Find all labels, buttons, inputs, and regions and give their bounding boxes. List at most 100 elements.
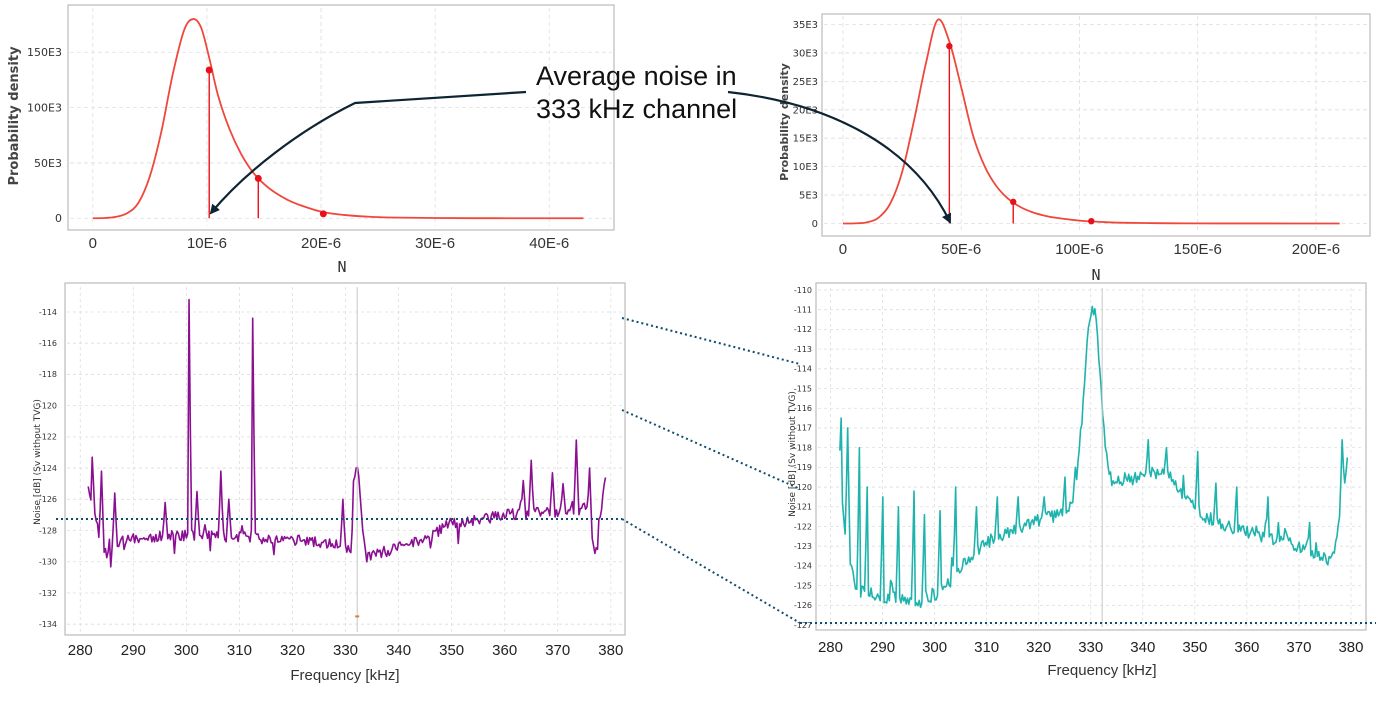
y-axis-label: Probability density <box>7 46 22 186</box>
y-tick-label: -132 <box>39 589 57 598</box>
y-tick-label: 50E3 <box>34 157 62 170</box>
x-tick-label: 380 <box>598 642 623 659</box>
y-tick-label: -113 <box>794 345 812 354</box>
x-tick-label: 360 <box>492 642 517 659</box>
x-tick-label: 0 <box>89 235 97 252</box>
x-tick-label: 100E-6 <box>1055 241 1103 258</box>
y-tick-label: -126 <box>39 495 57 504</box>
y-tick-label: 30E3 <box>793 48 818 59</box>
y-tick-label: -116 <box>794 404 812 413</box>
y-tick-label: -114 <box>39 308 57 317</box>
zoom-connector-bottom <box>621 518 801 624</box>
percentile-marker <box>254 174 262 182</box>
y-tick-label: -110 <box>794 286 812 295</box>
overlays <box>56 90 1376 624</box>
y-tick-label: 0 <box>55 212 62 225</box>
x-tick-label: 200E-6 <box>1292 241 1340 258</box>
annotation-line-1: Average noise in <box>536 61 737 91</box>
chart-noise-left: 280 290 300 310 320 330 340 350 360 370 380 -114 -11… <box>33 282 626 684</box>
y-tick-label: -120 <box>39 401 57 410</box>
y-tick-label: 10E3 <box>793 162 818 173</box>
pdf-curve <box>842 18 1340 225</box>
x-tick-label: 50E-6 <box>941 241 981 258</box>
plot-frame <box>64 282 626 636</box>
x-tick-label: 290 <box>121 642 146 659</box>
annotation-arrow-right <box>727 90 951 224</box>
x-tick-label: 350 <box>439 642 464 659</box>
y-tick-label: 150E3 <box>27 46 62 59</box>
y-tick-label: -118 <box>794 443 812 452</box>
y-tick-label: 25E3 <box>793 77 818 88</box>
percentile-marker <box>319 210 327 218</box>
zoom-connector-middle <box>621 409 801 490</box>
y-tick-label: -118 <box>39 370 57 379</box>
x-tick-label: 320 <box>280 642 305 659</box>
y-tick-label: -122 <box>39 433 57 442</box>
x-tick-label: 340 <box>1130 639 1155 656</box>
chart-noise-right: 280 290 300 310 320 330 340 350 360 370 380 -110 -11… <box>788 282 1367 679</box>
x-tick-label: 380 <box>1338 639 1363 656</box>
x-tick-label: 310 <box>974 639 999 656</box>
y-tick-label: -126 <box>794 601 812 610</box>
x-tick-label: 10E-6 <box>187 235 227 252</box>
noise-trace <box>87 298 607 568</box>
y-tick-label: 0 <box>812 219 818 230</box>
y-tick-label: -119 <box>794 463 812 472</box>
y-tick-label: -124 <box>39 464 57 473</box>
plot-frame <box>821 13 1371 237</box>
x-tick-label: 330 <box>1078 639 1103 656</box>
x-tick-label: 150E-6 <box>1174 241 1222 258</box>
x-axis-label: Frequency [kHz] <box>1047 662 1156 679</box>
y-tick-label: 35E3 <box>793 20 818 31</box>
annotation-label: Average noise in 333 kHz channel <box>536 60 737 126</box>
y-tick-label: 100E3 <box>27 101 62 114</box>
y-tick-label: -122 <box>794 522 812 531</box>
y-tick-label: 15E3 <box>793 134 818 145</box>
y-tick-label: -123 <box>794 542 812 551</box>
y-tick-label: -120 <box>794 483 812 492</box>
y-tick-label: -111 <box>794 305 812 314</box>
y-tick-label: -121 <box>794 503 812 512</box>
annotation-line-2: 333 kHz channel <box>536 94 738 124</box>
x-tick-label: 370 <box>1286 639 1311 656</box>
y-tick-label: -114 <box>794 365 812 374</box>
x-axis-label: N <box>1091 266 1100 284</box>
percentile-marker <box>1010 198 1017 206</box>
x-tick-label: 330 <box>333 642 358 659</box>
y-tick-label: 20E3 <box>793 105 818 116</box>
x-tick-label: 320 <box>1026 639 1051 656</box>
percentile-marker <box>946 42 953 50</box>
annotation-arrow-left <box>209 90 527 215</box>
x-tick-label: 280 <box>818 639 843 656</box>
x-tick-label: 290 <box>870 639 895 656</box>
zoom-connector-top <box>621 317 801 365</box>
y-tick-label: -124 <box>794 562 812 571</box>
y-axis-label: Probability density <box>778 63 791 181</box>
x-tick-label: 300 <box>174 642 199 659</box>
percentile-marker <box>1088 218 1095 225</box>
x-tick-label: 370 <box>545 642 570 659</box>
x-tick-label: 0 <box>839 241 847 258</box>
x-tick-label: 30E-6 <box>415 235 455 252</box>
y-tick-label: -115 <box>794 384 812 393</box>
x-axis-label: N <box>337 258 346 276</box>
y-tick-label: -130 <box>39 558 57 567</box>
x-tick-label: 340 <box>386 642 411 659</box>
x-axis-label: Frequency [kHz] <box>290 667 399 684</box>
chart-pdf-right: 0 50E-6 100E-6 150E-6 200E-6 0 5E3 10E3 15E3 20E3… <box>778 13 1371 284</box>
percentile-marker <box>205 66 213 74</box>
noise-trace <box>839 305 1349 609</box>
chart-pdf-left: 0 10E-6 20E-6 30E-6 40E-6 0 50E3 100E3 150E3 N Pro… <box>7 4 615 276</box>
y-tick-label: -125 <box>794 581 812 590</box>
x-tick-label: 40E-6 <box>529 235 569 252</box>
y-tick-label: -134 <box>39 620 57 629</box>
y-axis-label: Noise [dB] (Sv without TVG) <box>33 399 43 525</box>
x-tick-label: 310 <box>227 642 252 659</box>
x-tick-label: 360 <box>1234 639 1259 656</box>
y-tick-label: -112 <box>794 325 812 334</box>
pdf-curve <box>92 18 584 220</box>
y-tick-label: -116 <box>39 339 57 348</box>
x-tick-label: 300 <box>922 639 947 656</box>
